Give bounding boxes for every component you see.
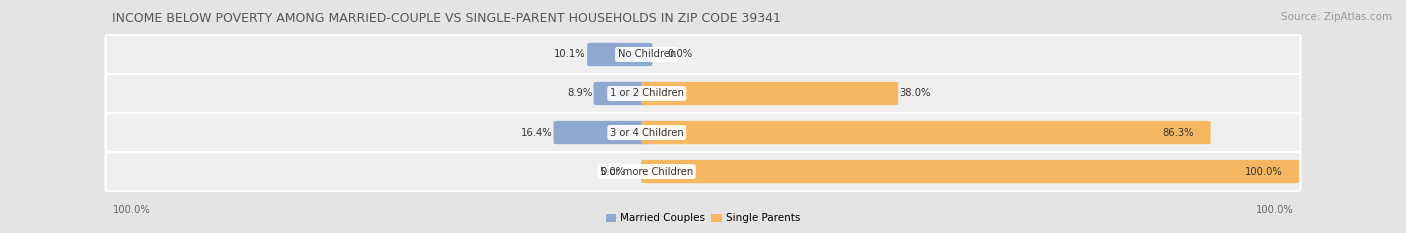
- Text: 38.0%: 38.0%: [900, 89, 931, 99]
- Text: 10.1%: 10.1%: [554, 49, 586, 59]
- FancyBboxPatch shape: [641, 121, 1211, 144]
- Text: 8.9%: 8.9%: [567, 89, 592, 99]
- Text: 100.0%: 100.0%: [1256, 205, 1294, 215]
- Text: 0.0%: 0.0%: [600, 167, 626, 177]
- Text: 100.0%: 100.0%: [112, 205, 150, 215]
- FancyBboxPatch shape: [588, 43, 652, 66]
- FancyBboxPatch shape: [554, 121, 652, 144]
- Legend: Married Couples, Single Parents: Married Couples, Single Parents: [603, 211, 803, 226]
- FancyBboxPatch shape: [593, 82, 652, 105]
- FancyBboxPatch shape: [105, 74, 1301, 113]
- Text: INCOME BELOW POVERTY AMONG MARRIED-COUPLE VS SINGLE-PARENT HOUSEHOLDS IN ZIP COD: INCOME BELOW POVERTY AMONG MARRIED-COUPL…: [112, 12, 782, 25]
- Text: 1 or 2 Children: 1 or 2 Children: [610, 89, 683, 99]
- Text: 86.3%: 86.3%: [1163, 127, 1194, 137]
- Text: 16.4%: 16.4%: [520, 127, 553, 137]
- Text: Source: ZipAtlas.com: Source: ZipAtlas.com: [1281, 12, 1392, 22]
- FancyBboxPatch shape: [105, 113, 1301, 152]
- Text: 100.0%: 100.0%: [1244, 167, 1282, 177]
- FancyBboxPatch shape: [105, 35, 1301, 74]
- Text: 5 or more Children: 5 or more Children: [600, 167, 693, 177]
- FancyBboxPatch shape: [641, 160, 1299, 183]
- Text: 0.0%: 0.0%: [668, 49, 693, 59]
- FancyBboxPatch shape: [105, 152, 1301, 191]
- Text: 3 or 4 Children: 3 or 4 Children: [610, 127, 683, 137]
- Text: No Children: No Children: [617, 49, 676, 59]
- FancyBboxPatch shape: [641, 82, 898, 105]
